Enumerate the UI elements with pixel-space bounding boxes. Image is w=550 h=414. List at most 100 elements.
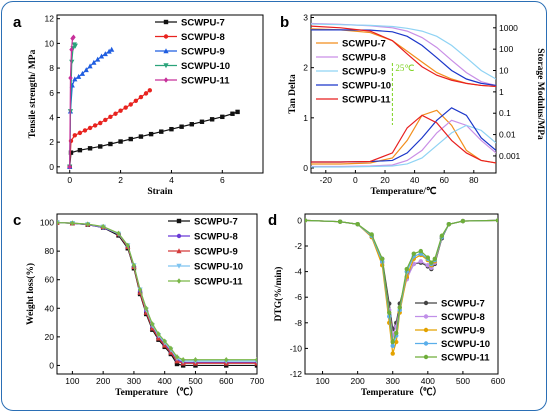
y-axis-title: Weight loss(%) [25, 263, 36, 325]
series-line-scwpu-11 [305, 219, 498, 343]
data-point [446, 222, 452, 227]
data-point [72, 76, 78, 82]
y2-tick-label: 10 [499, 66, 509, 76]
data-point [109, 46, 115, 52]
data-point [404, 266, 409, 272]
series-group [305, 218, 498, 356]
data-point [116, 230, 121, 236]
data-point [495, 218, 498, 223]
data-point [138, 134, 144, 139]
data-point [69, 46, 74, 53]
legend-swatch-marker [423, 354, 429, 360]
x-tick-label: 400 [421, 376, 435, 386]
legend: SCWPU-7 SCWPU-8 SCWPU-9 SCWPU-10 SCWPU-11 [415, 299, 490, 364]
data-point [162, 338, 167, 344]
data-point [118, 139, 123, 144]
data-point [254, 357, 257, 363]
chart-dma: -20 0 20 40 60 80 0 1 2 3 Temperature/℃ Tan Delta b 0… [280, 13, 545, 197]
panel-label: c [13, 212, 21, 229]
data-point [425, 263, 431, 268]
data-point [79, 70, 86, 76]
x-tick-label: 20 [380, 175, 390, 185]
x-tick-label: 0 [353, 175, 358, 185]
data-point [72, 133, 78, 138]
y-axis-title: Tan Delta [288, 74, 298, 114]
y-tick-label: 12 [45, 14, 55, 24]
data-point [429, 260, 434, 265]
data-point [380, 256, 385, 261]
legend-swatch-marker [176, 233, 182, 239]
y-tick-label: 1 [303, 113, 308, 123]
data-point [394, 330, 399, 336]
x-tick-label: 700 [250, 376, 264, 386]
y-tick-label: 8 [49, 63, 54, 73]
x-tick-label: -20 [320, 175, 333, 185]
x-tick-label: 2 [118, 175, 123, 185]
legend-swatch-marker [176, 248, 182, 254]
y2-tick-label: 1000 [499, 23, 518, 33]
annotation-label: 25℃ [395, 63, 414, 73]
modulus-line-scwpu-7 [311, 28, 496, 88]
y-tick-label: 4 [49, 112, 54, 122]
data-point [174, 354, 180, 360]
chart-dtg: 100 200 300 400 500 600 0 -2 -4 -6 -8 -10 -12 Tempera… [268, 212, 505, 398]
y-tick-label: -8 [294, 318, 302, 328]
series-line-scwpu-9 [57, 221, 257, 364]
data-point [69, 59, 75, 65]
data-point [169, 126, 174, 132]
legend-label: SCWPU-11 [181, 76, 230, 87]
data-point [137, 287, 143, 293]
series-line-scwpu-7 [57, 221, 257, 367]
x-tick-label: 6 [220, 175, 225, 185]
data-point [180, 357, 186, 363]
legend-label: SCWPU-10 [181, 61, 230, 72]
data-point [411, 251, 416, 256]
plot-area-border [56, 213, 258, 375]
x-tick-label: 300 [127, 376, 141, 386]
data-point [133, 98, 139, 103]
data-point [387, 310, 392, 315]
x-tick-label: 600 [219, 376, 233, 386]
modulus-line-scwpu-8 [311, 22, 496, 87]
legend-label: SCWPU-7 [181, 18, 225, 29]
panel-label: a [13, 14, 22, 31]
y-tick-label: 2 [303, 63, 308, 73]
data-point [390, 339, 395, 345]
legend-swatch-marker [163, 34, 169, 39]
legend-swatch-marker [423, 341, 429, 346]
data-point [91, 59, 97, 65]
tan-delta-line-scwpu-8 [311, 119, 496, 168]
x-tick-label: 4 [169, 175, 174, 185]
data-point [143, 91, 149, 96]
data-point [199, 119, 205, 124]
data-point [148, 131, 154, 137]
data-point [87, 125, 93, 131]
legend-swatch-marker [176, 278, 182, 284]
data-point [77, 130, 83, 136]
legend-label: SCWPU-8 [181, 32, 225, 43]
data-point [156, 331, 161, 337]
data-point [305, 218, 308, 223]
data-point [100, 223, 106, 230]
tan-delta-line-scwpu-9 [311, 124, 496, 168]
x-tick-label: 0 [67, 175, 72, 185]
legend-label: SCWPU-7 [342, 39, 386, 50]
data-point [150, 321, 155, 327]
data-point [397, 305, 402, 310]
data-point [77, 147, 83, 153]
data-point [193, 357, 198, 363]
y2-axis-title: Storage Modulus/MPa [535, 48, 545, 140]
y-tick-label: -4 [294, 267, 302, 277]
legend-swatch-marker [423, 300, 429, 306]
x-tick-label: 100 [65, 376, 79, 386]
x-tick-label: 200 [96, 376, 110, 386]
data-point [118, 108, 123, 113]
data-point [108, 114, 113, 120]
data-point [230, 111, 235, 116]
x-tick-label: 80 [469, 175, 479, 185]
data-point [87, 146, 93, 151]
legend-swatch-marker [176, 263, 182, 269]
data-point [418, 248, 423, 254]
